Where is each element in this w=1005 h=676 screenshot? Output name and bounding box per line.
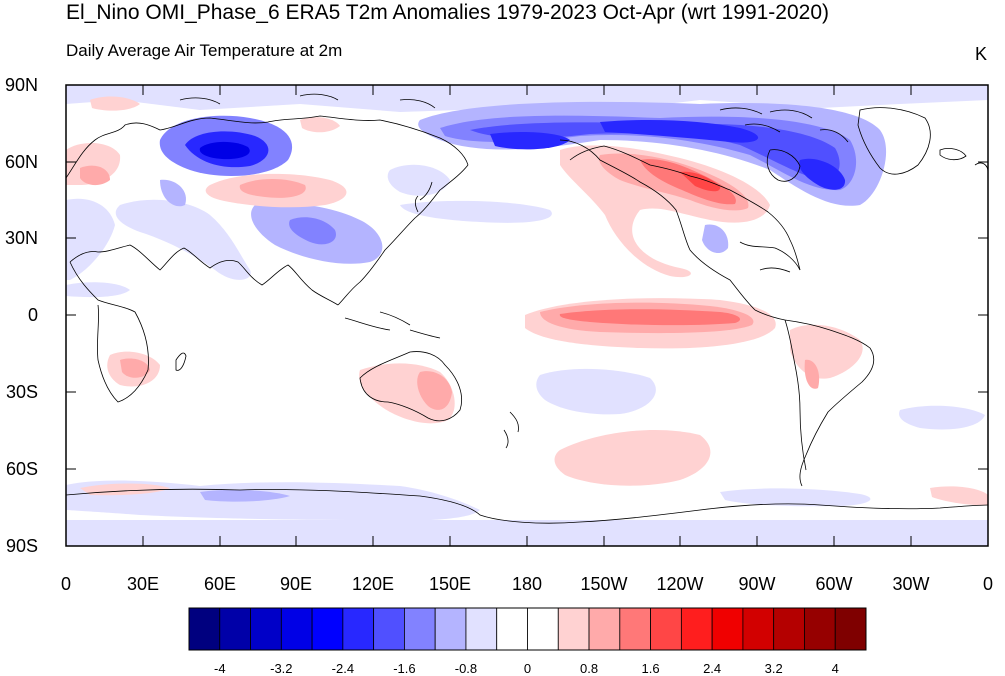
lon-label-60w: 60W bbox=[815, 574, 853, 594]
colorbar-label: -3.2 bbox=[270, 661, 293, 676]
lat-label-30s: 30S bbox=[5, 382, 38, 402]
colorbar-label: 1.6 bbox=[641, 661, 660, 676]
colorbar-swatch bbox=[773, 607, 805, 651]
lon-label-150e: 150E bbox=[428, 574, 472, 594]
lon-label-120w: 120W bbox=[656, 574, 704, 594]
colorbar-label: 0 bbox=[523, 661, 532, 676]
map-title: El_Nino OMI_Phase_6 ERA5 T2m Anomalies 1… bbox=[66, 1, 830, 24]
colorbar-swatch bbox=[680, 607, 713, 651]
colorbar-swatch bbox=[342, 607, 375, 651]
lat-label-60s: 60S bbox=[5, 459, 38, 479]
colorbar-label: -1.6 bbox=[393, 661, 416, 676]
colorbar-label: 2.4 bbox=[703, 661, 722, 676]
colorbar-swatch bbox=[711, 607, 744, 651]
colorbar-swatch bbox=[465, 607, 498, 651]
colorbar-swatch bbox=[742, 607, 775, 651]
colorbar-swatch bbox=[527, 607, 559, 651]
colorbar-swatch bbox=[496, 607, 528, 651]
lat-label-90s: 90S bbox=[5, 536, 38, 556]
colorbar-swatch bbox=[434, 607, 467, 651]
colorbar-swatch bbox=[804, 607, 836, 651]
colorbar-swatch bbox=[373, 607, 405, 651]
lon-label-0-east: 0 bbox=[982, 574, 993, 594]
colorbar-swatch bbox=[404, 607, 436, 651]
anomaly-shading bbox=[66, 85, 988, 546]
units-label: K bbox=[975, 44, 988, 64]
colorbar-label: -2.4 bbox=[331, 661, 355, 676]
lat-label-90n: 90N bbox=[4, 75, 38, 95]
colorbar-swatch bbox=[834, 607, 867, 651]
lon-label-90w: 90W bbox=[738, 574, 776, 594]
colorbar-swatch bbox=[219, 607, 251, 651]
lon-label-180: 180 bbox=[511, 574, 543, 594]
colorbar-swatch bbox=[650, 607, 682, 651]
colorbar-swatch bbox=[588, 607, 621, 651]
colorbar-swatch bbox=[250, 607, 282, 651]
lat-label-0: 0 bbox=[27, 305, 38, 325]
colorbar-swatch bbox=[188, 607, 221, 651]
lat-label-60n: 60N bbox=[4, 152, 38, 172]
map-subtitle: Daily Average Air Temperature at 2m bbox=[66, 41, 343, 60]
colorbar-label: -4 bbox=[213, 661, 226, 676]
lon-label-90e: 90E bbox=[279, 574, 313, 594]
lon-label-60e: 60E bbox=[203, 574, 237, 594]
colorbar-swatch bbox=[557, 607, 590, 651]
coastlines bbox=[66, 93, 988, 524]
colorbar bbox=[188, 607, 867, 651]
lon-label-30w: 30W bbox=[892, 574, 930, 594]
colorbar-swatch bbox=[619, 607, 651, 651]
lon-label-30e: 30E bbox=[126, 574, 160, 594]
colorbar-label: 3.2 bbox=[764, 661, 783, 676]
lon-label-120e: 120E bbox=[351, 574, 395, 594]
colorbar-label: 4 bbox=[831, 661, 839, 676]
axis-ticks bbox=[65, 84, 989, 547]
lon-label-0: 0 bbox=[60, 574, 71, 594]
colorbar-swatch bbox=[311, 607, 344, 651]
colorbar-label: -0.8 bbox=[454, 661, 478, 676]
lon-label-150w: 150W bbox=[580, 574, 628, 594]
colorbar-outline bbox=[188, 607, 867, 651]
lat-label-30n: 30N bbox=[4, 228, 38, 248]
colorbar-swatch bbox=[280, 607, 313, 651]
colorbar-label: 0.8 bbox=[579, 661, 599, 676]
